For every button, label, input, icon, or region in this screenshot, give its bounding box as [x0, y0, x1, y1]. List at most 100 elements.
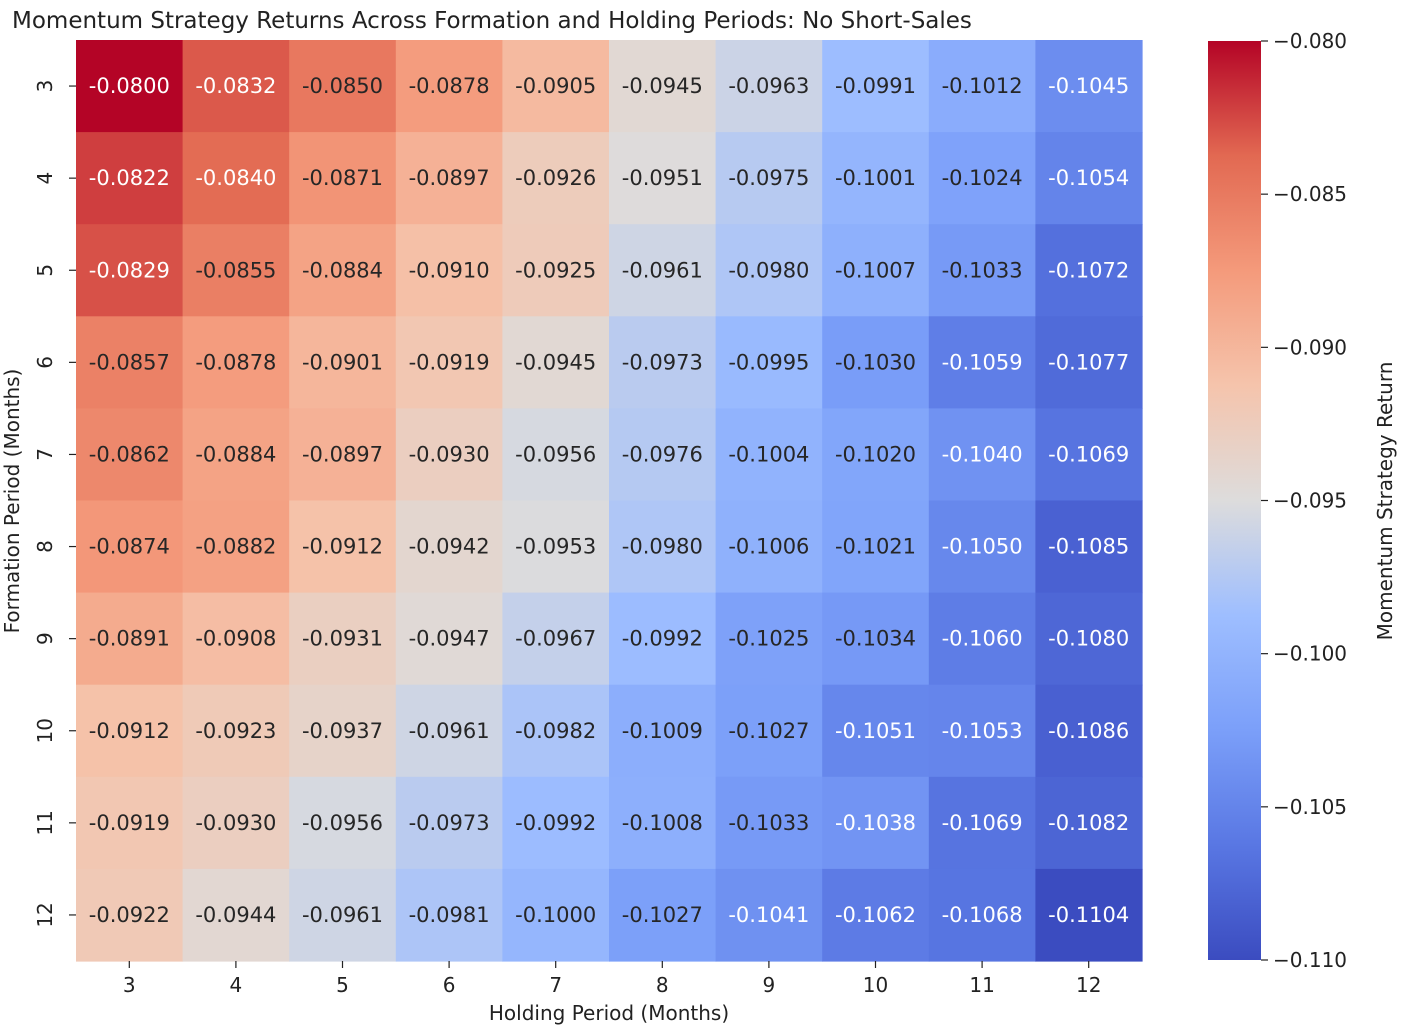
cell-value-label: -0.0961	[622, 258, 703, 282]
cell-value-label: -0.0822	[89, 166, 170, 190]
heatmap-cell	[1035, 500, 1143, 594]
heatmap-cell	[395, 592, 503, 686]
cell-value-label: -0.0884	[195, 442, 276, 466]
cell-value-label: -0.1021	[835, 535, 916, 559]
heatmap-cell	[822, 500, 930, 594]
heatmap-cell	[289, 776, 397, 870]
heatmap-cell	[502, 316, 610, 409]
cell-value-label: -0.1008	[622, 811, 703, 835]
heatmap-cell	[76, 40, 184, 133]
heatmap-cell	[289, 684, 397, 778]
cell-value-label: -0.0840	[195, 166, 276, 190]
cell-value-label: -0.1034	[835, 627, 916, 651]
heatmap-cell	[928, 868, 1036, 962]
heatmap-cell	[395, 408, 503, 502]
y-tick-label: 11	[33, 810, 57, 835]
cell-value-label: -0.0910	[409, 258, 490, 282]
cell-value-label: -0.0980	[622, 535, 703, 559]
heatmap-cell	[289, 132, 397, 225]
cell-value-label: -0.0857	[89, 350, 170, 374]
cell-value-label: -0.0832	[195, 74, 276, 98]
cell-value-label: -0.0995	[728, 350, 809, 374]
heatmap-cell	[1035, 776, 1143, 870]
y-tick-label: 3	[33, 80, 57, 93]
cell-value-label: -0.0897	[409, 166, 490, 190]
heatmap-cell	[395, 132, 503, 225]
heatmap-cell	[1035, 316, 1143, 409]
cell-value-label: -0.1086	[1048, 719, 1129, 743]
x-axis-label: Holding Period (Months)	[489, 1001, 729, 1025]
cell-value-label: -0.1025	[728, 627, 809, 651]
cell-value-label: -0.1082	[1048, 811, 1129, 835]
cell-value-label: -0.0982	[515, 719, 596, 743]
heatmap-cell	[609, 408, 717, 502]
x-tick-label: 7	[549, 973, 562, 997]
heatmap-cell	[289, 592, 397, 686]
cell-value-label: -0.0947	[409, 627, 490, 651]
cell-value-label: -0.0961	[409, 719, 490, 743]
heatmap-cell	[822, 224, 930, 317]
y-axis-ticks: 3 4 5 6 7 8 9 10 11 12	[33, 80, 76, 928]
x-tick-label: 4	[230, 973, 243, 997]
colorbar	[1208, 41, 1261, 960]
heatmap-cell	[609, 40, 717, 133]
heatmap-cell	[76, 408, 184, 502]
heatmap-cell	[395, 776, 503, 870]
cell-value-label: -0.0975	[728, 166, 809, 190]
cell-value-label: -0.0956	[302, 811, 383, 835]
heatmap-cell	[822, 868, 930, 962]
heatmap-cell	[395, 500, 503, 594]
y-tick-label: 6	[33, 356, 57, 369]
heatmap-cell	[1035, 224, 1143, 317]
heatmap-cell	[928, 500, 1036, 594]
heatmap-cell	[1035, 868, 1143, 962]
colorbar-tick-label: −0.090	[1273, 335, 1347, 359]
heatmap-cell-labels: -0.0800 -0.0832 -0.0850 -0.0878 -0.0905 -0.09…	[89, 74, 1129, 927]
heatmap-cell	[715, 500, 823, 594]
heatmap-cell	[289, 868, 397, 962]
heatmap-cell	[182, 776, 290, 870]
heatmap-cell	[1035, 592, 1143, 686]
heatmap-cell	[1035, 408, 1143, 502]
heatmap-cell	[1035, 132, 1143, 225]
heatmap-cell	[502, 500, 610, 594]
heatmap-cell	[822, 132, 930, 225]
heatmap-cell	[395, 316, 503, 409]
colorbar-tick-label: −0.080	[1273, 29, 1347, 53]
cell-value-label: -0.0919	[89, 811, 170, 835]
y-tick-label: 4	[33, 172, 57, 185]
heatmap-cell	[289, 40, 397, 133]
cell-value-label: -0.1069	[942, 811, 1023, 835]
heatmap-cell	[609, 868, 717, 962]
cell-value-label: -0.0878	[195, 350, 276, 374]
x-tick-label: 3	[123, 973, 136, 997]
cell-value-label: -0.1060	[942, 627, 1023, 651]
heatmap-cell	[928, 776, 1036, 870]
heatmap-cell	[822, 592, 930, 686]
heatmap-cell	[609, 500, 717, 594]
colorbar-tick-label: −0.085	[1273, 182, 1347, 206]
heatmap-cell	[182, 224, 290, 317]
heatmap-cell	[289, 500, 397, 594]
heatmap-cell	[609, 316, 717, 409]
cell-value-label: -0.0961	[302, 903, 383, 927]
cell-value-label: -0.1001	[835, 166, 916, 190]
cell-value-label: -0.1006	[728, 535, 809, 559]
x-axis-ticks: 3 4 5 6 7 8 9 10 11 12	[123, 961, 1101, 997]
cell-value-label: -0.0945	[622, 74, 703, 98]
cell-value-label: -0.0973	[409, 811, 490, 835]
heatmap-cell	[182, 408, 290, 502]
y-tick-label: 8	[33, 540, 57, 553]
y-tick-label: 12	[33, 902, 57, 927]
heatmap-cell	[502, 40, 610, 133]
cell-value-label: -0.0901	[302, 350, 383, 374]
cell-value-label: -0.0953	[515, 535, 596, 559]
cell-value-label: -0.1012	[942, 74, 1023, 98]
heatmap-cell	[609, 592, 717, 686]
cell-value-label: -0.0992	[515, 811, 596, 835]
heatmap-cell	[822, 40, 930, 133]
cell-value-label: -0.1072	[1048, 258, 1129, 282]
cell-value-label: -0.0829	[89, 258, 170, 282]
heatmap-cell	[822, 684, 930, 778]
heatmap-cell	[502, 684, 610, 778]
